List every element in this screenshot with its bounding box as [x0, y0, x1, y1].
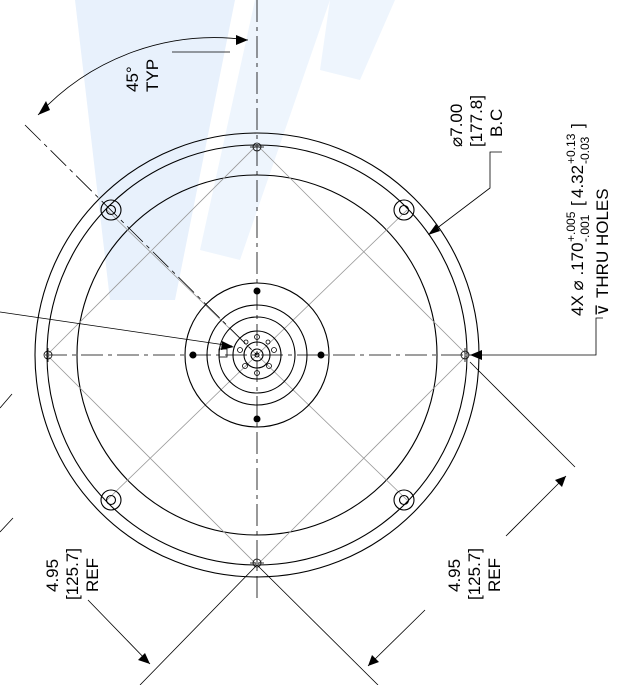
thru-hole-top — [250, 142, 264, 152]
angle-note: TYP — [143, 59, 162, 92]
ref-dimension-left — [0, 393, 258, 685]
svg-text:[: [ — [568, 201, 587, 206]
svg-text:]: ] — [568, 123, 587, 128]
holes-metric-plus: +0.13 — [564, 133, 578, 164]
holes-metric-value: 4.32 — [568, 165, 587, 198]
ref-left-metric: [125.7] — [63, 548, 82, 600]
diagonal-centerline — [24, 124, 258, 356]
bolt-circle-leader — [428, 151, 502, 235]
holes-tol-plus: +.005 — [564, 211, 578, 242]
angle-value: 45° — [123, 66, 142, 92]
thru-holes — [43, 142, 470, 568]
ref-left-note: REF — [83, 558, 102, 592]
thru-hole-bottom — [250, 558, 264, 568]
thru-hole-left — [43, 348, 53, 362]
holes-metric-minus: -0.03 — [578, 136, 592, 164]
holes-tol-minus: -.001 — [578, 214, 592, 242]
bolt-circle-value: ⌀7.00 — [447, 104, 466, 147]
ref-right-metric: [125.7] — [465, 548, 484, 600]
holes-qty: 4X ⌀ .170 — [568, 242, 587, 316]
ref-dimension-right — [256, 361, 576, 685]
thru-hole-right — [460, 348, 470, 362]
mounting-holes — [100, 199, 415, 511]
angle-dimension — [37, 35, 249, 116]
central-hub — [184, 282, 330, 428]
holes-leader — [470, 317, 603, 360]
bolt-circle-metric: [177.8] — [467, 95, 486, 147]
watermark — [75, 0, 395, 300]
hub-leader — [0, 311, 233, 347]
holes-depth-symbol: ⊽ — [593, 304, 612, 316]
ref-right-note: REF — [485, 558, 504, 592]
ref-right-value: 4.95 — [445, 559, 464, 592]
ref-left-value: 4.95 — [43, 559, 62, 592]
holes-note: THRU HOLES — [593, 188, 612, 298]
bolt-circle-note: B.C — [487, 109, 506, 137]
